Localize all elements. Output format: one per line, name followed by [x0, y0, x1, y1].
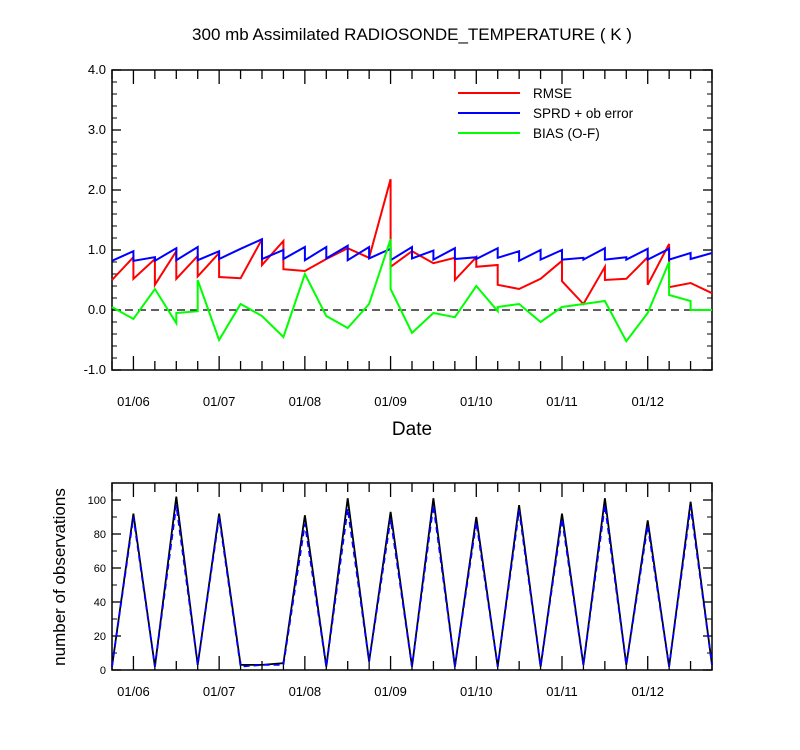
- x-tick-label: 01/12: [631, 684, 664, 699]
- x-tick-label: 01/09: [374, 394, 407, 409]
- y-tick-label: 1.0: [88, 242, 106, 257]
- legend: RMSE SPRD + ob error BIAS (O-F): [458, 86, 634, 141]
- plot-temperature: -1.0 0.0 1.0 2.0 3.0 4.0 01/06 01/07 01/08 01/09 0…: [84, 62, 713, 409]
- y-tick-label: 20: [94, 631, 106, 643]
- y-tick-label: 40: [94, 597, 106, 609]
- plot-observations: 0 20 40 60 80 100 01/06 01/07 01/08 01/09 01/10 01/…: [88, 482, 713, 699]
- series-line-0: [111, 178, 713, 306]
- series-line-2: [111, 238, 712, 344]
- x-tick-label: 01/11: [546, 394, 578, 409]
- x-tick-label: 01/06: [117, 394, 150, 409]
- series-line-1: [111, 504, 713, 668]
- legend-label: SPRD + ob error: [533, 106, 634, 121]
- legend-label: BIAS (O-F): [533, 126, 600, 141]
- y-tick-label: 4.0: [88, 62, 106, 77]
- x-tick-label: 01/12: [631, 394, 664, 409]
- x-tick-label: 01/08: [289, 394, 322, 409]
- y-tick-label: -1.0: [84, 362, 106, 377]
- y-tick-label: 0: [100, 665, 106, 677]
- chart-title: 300 mb Assimilated RADIOSONDE_TEMPERATUR…: [192, 25, 632, 44]
- x-tick-label: 01/10: [460, 394, 493, 409]
- y-tick-label: 3.0: [88, 122, 106, 137]
- x-tick-label: 01/09: [374, 684, 407, 699]
- x-tick-label: 01/10: [460, 684, 493, 699]
- x-tick-label: 01/07: [203, 394, 236, 409]
- series-line-1: [111, 237, 713, 263]
- x-tick-label: 01/08: [289, 684, 322, 699]
- y-axis-label-observations: number of observations: [50, 488, 69, 666]
- x-tick-label: 01/07: [203, 684, 236, 699]
- y-tick-label: 2.0: [88, 182, 106, 197]
- x-tick-label: 01/11: [546, 684, 578, 699]
- x-axis-label: Date: [392, 419, 432, 440]
- y-tick-label: 60: [94, 563, 106, 575]
- x-tick-label: 01/06: [117, 684, 150, 699]
- legend-label: RMSE: [533, 86, 572, 101]
- plot-frame: [111, 482, 713, 671]
- y-tick-label: 100: [88, 495, 106, 507]
- y-tick-label: 80: [94, 529, 106, 541]
- y-tick-label: 0.0: [88, 302, 106, 317]
